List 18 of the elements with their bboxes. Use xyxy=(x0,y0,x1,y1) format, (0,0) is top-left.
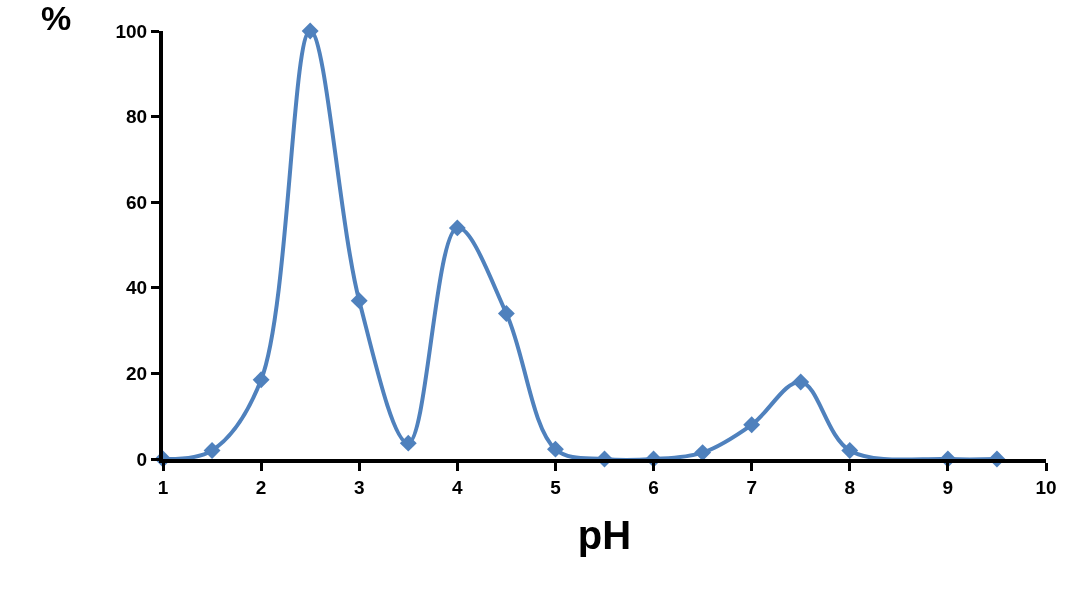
x-tick-label: 10 xyxy=(1035,476,1057,498)
y-tick-label: 100 xyxy=(115,20,148,42)
x-axis-title: pH xyxy=(577,512,632,557)
x-tick-label: 6 xyxy=(648,476,659,498)
x-tick-label: 3 xyxy=(353,476,365,498)
x-tick-label: 9 xyxy=(942,476,954,498)
x-tick-label: 7 xyxy=(746,476,757,498)
y-tick-label: 60 xyxy=(126,191,148,213)
y-tick-label: 20 xyxy=(126,363,148,385)
y-tick-label: 40 xyxy=(126,277,148,299)
x-tick-label: 2 xyxy=(255,476,267,498)
y-tick-label: 0 xyxy=(136,448,148,470)
x-tick-label: 5 xyxy=(550,476,562,498)
x-tick-label: 8 xyxy=(844,476,856,498)
x-tick-label: 4 xyxy=(452,476,464,498)
x-tick-label: 1 xyxy=(157,476,169,498)
y-tick-label: 80 xyxy=(126,106,148,128)
y-axis-title: % xyxy=(41,0,72,37)
